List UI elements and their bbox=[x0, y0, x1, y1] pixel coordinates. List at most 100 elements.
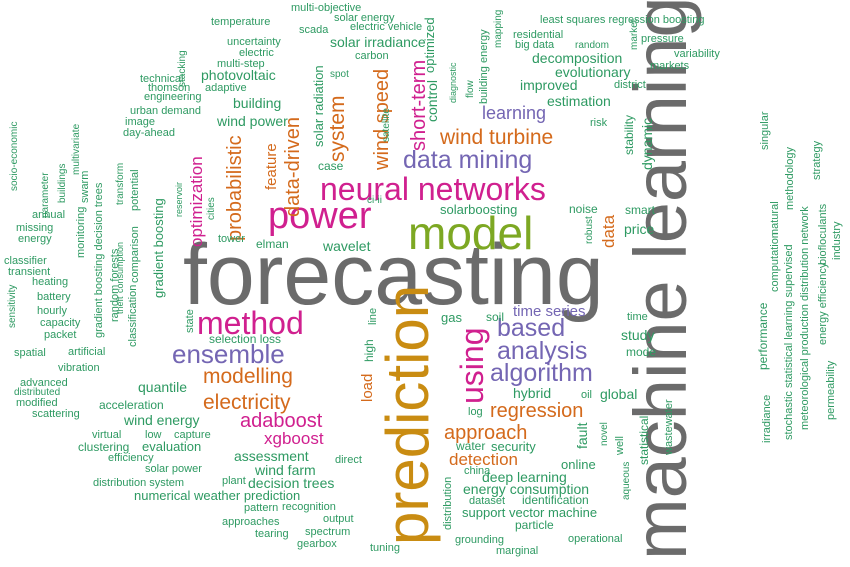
word-flow: flow bbox=[465, 80, 476, 98]
word-pattern: pattern bbox=[244, 502, 279, 514]
word-data-driven: data-driven bbox=[282, 116, 304, 217]
word-adaboost: adaboost bbox=[240, 410, 323, 432]
word-cities: cities bbox=[206, 197, 217, 220]
word-urban-demand: urban demand bbox=[130, 105, 201, 117]
word-case: case bbox=[318, 159, 344, 173]
word-log: log bbox=[468, 406, 483, 418]
word-security: security bbox=[491, 439, 536, 454]
word-state: state bbox=[184, 309, 196, 333]
word-temperature: temperature bbox=[211, 16, 271, 28]
word-low: low bbox=[145, 429, 162, 441]
word-elman: elman bbox=[256, 237, 289, 251]
word-missing: missing bbox=[16, 222, 54, 234]
word-using: using bbox=[454, 327, 490, 405]
word-modelling: modelling bbox=[203, 365, 293, 388]
word-nwp: numerical weather prediction bbox=[134, 488, 301, 503]
word-performance: performance bbox=[756, 302, 770, 370]
word-spectrum: spectrum bbox=[305, 526, 351, 538]
word-approaches: approaches bbox=[222, 516, 280, 528]
word-engineering: engineering bbox=[144, 91, 202, 103]
word-industry: industry bbox=[831, 221, 843, 260]
word-soil: soil bbox=[486, 310, 505, 324]
word-random: random bbox=[575, 40, 609, 51]
word-stacking: stacking bbox=[177, 50, 188, 87]
word-operational: operational bbox=[568, 533, 623, 545]
word-biofloculants: biofloculants bbox=[817, 203, 829, 265]
word-ensemble: ensemble bbox=[172, 339, 285, 369]
word-detection: detection bbox=[449, 450, 518, 469]
word-building: building bbox=[233, 95, 282, 111]
word-diagnostic: diagnostic bbox=[448, 62, 458, 103]
word-transform: transform bbox=[115, 162, 126, 205]
word-direct: direct bbox=[335, 454, 362, 466]
word-xgboost: xgboost bbox=[264, 429, 324, 448]
word-selection-loss: selection loss bbox=[209, 332, 282, 346]
word-tuning: tuning bbox=[370, 542, 400, 554]
word-capacity: capacity bbox=[40, 317, 81, 329]
word-heating: heating bbox=[32, 276, 69, 288]
word-transient: transient bbox=[8, 266, 51, 278]
word-solarboosting: solarboosting bbox=[440, 202, 518, 217]
word-theft: theft bbox=[115, 296, 125, 314]
word-annual: annual bbox=[32, 209, 66, 221]
word-clustering: clustering bbox=[78, 440, 130, 454]
word-estimation: estimation bbox=[547, 93, 611, 109]
word-consumption: consumption bbox=[115, 241, 125, 293]
word-marginal: marginal bbox=[496, 545, 539, 557]
word-market: market bbox=[629, 19, 640, 50]
word-distributed: distributed bbox=[14, 387, 61, 398]
word-spot: spot bbox=[330, 69, 349, 80]
word-system: system bbox=[326, 95, 349, 162]
word-particle: particle bbox=[515, 518, 554, 532]
word-water: water bbox=[456, 439, 486, 453]
word-based: based bbox=[497, 314, 566, 342]
word-support-vector-machine: support vector machine bbox=[462, 505, 598, 520]
word-thomson: thomson bbox=[148, 82, 191, 94]
word-well: well bbox=[614, 436, 626, 455]
word-meteorological: meteorological production distribution n… bbox=[799, 206, 811, 430]
word-acceleration: acceleration bbox=[99, 398, 164, 412]
word-wind-power: wind power bbox=[217, 113, 288, 129]
word-swarm: swarm bbox=[79, 170, 91, 203]
word-scada: scada bbox=[299, 24, 329, 36]
word-residential: residential bbox=[513, 29, 564, 41]
word-comparison: comparison bbox=[129, 226, 141, 283]
word-dataset: dataset bbox=[469, 495, 506, 507]
word-learning: learning bbox=[482, 103, 547, 123]
word-load: load bbox=[359, 373, 376, 402]
word-solar-irradiance: solar irradiance bbox=[330, 34, 426, 50]
word-ci-ii: ci-ii bbox=[367, 195, 382, 206]
word-monitoring: monitoring bbox=[75, 206, 87, 258]
word-model: model bbox=[408, 207, 534, 259]
word-mode: mode bbox=[626, 345, 657, 359]
word-optimization: optimization bbox=[187, 156, 206, 247]
word-noise: noise bbox=[569, 202, 598, 216]
word-methodology: methodology bbox=[784, 147, 796, 210]
word-time-series: time series bbox=[513, 303, 586, 320]
word-algorithm: algorithm bbox=[490, 359, 593, 387]
word-technical: technical bbox=[140, 73, 184, 85]
word-tower: tower bbox=[218, 233, 245, 245]
word-variability: variability bbox=[674, 48, 720, 60]
word-line: line bbox=[367, 307, 379, 325]
word-data: data bbox=[599, 214, 618, 248]
word-electric: electric bbox=[239, 47, 274, 59]
word-probabilistic: probabilistic bbox=[224, 135, 246, 241]
word-assessment: assessment bbox=[234, 448, 309, 464]
word-energy-consumption: energy consumption bbox=[463, 481, 590, 497]
word-method: method bbox=[197, 305, 304, 341]
word-multi-objective: multi-objective bbox=[291, 2, 362, 14]
word-grounding: grounding bbox=[455, 534, 504, 546]
word-forecasting: forecasting bbox=[183, 227, 604, 323]
word-packet: packet bbox=[44, 329, 77, 341]
word-adaptive: adaptive bbox=[205, 82, 247, 94]
word-statistical: statistical bbox=[637, 415, 651, 465]
word-oil: oil bbox=[581, 389, 593, 401]
word-gas: gas bbox=[441, 310, 462, 325]
word-novel: novel bbox=[599, 422, 610, 446]
word-tearing: tearing bbox=[255, 528, 289, 540]
word-fault: fault bbox=[574, 422, 590, 449]
word-gbdt: gradient boosting decision trees bbox=[93, 182, 105, 338]
word-virtual: virtual bbox=[92, 429, 122, 441]
